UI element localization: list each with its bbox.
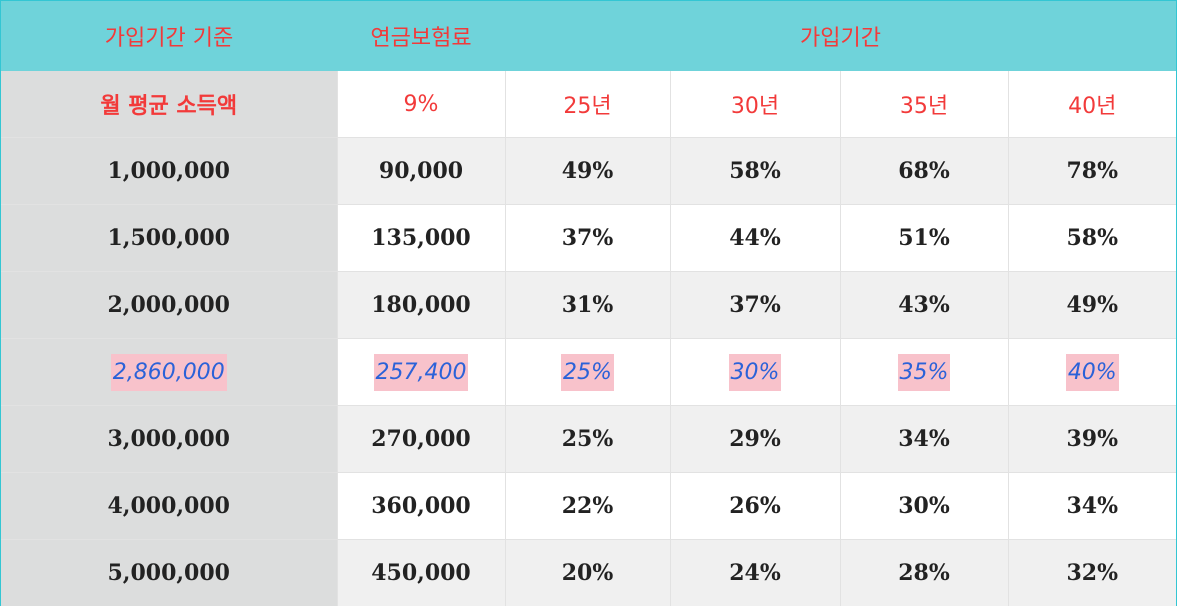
income-cell-highlighted: 2,860,000 [1, 338, 338, 406]
table-row: 4,000,000 360,000 22% 26% 30% 34% [1, 472, 1177, 540]
income-cell: 5,000,000 [1, 539, 338, 606]
rate-cell: 32% [1008, 539, 1177, 606]
rate-cell-highlighted: 30% [670, 338, 841, 406]
subheader-rate: 9% [337, 71, 506, 138]
subheader-income: 월 평균 소득액 [1, 71, 338, 138]
subheader-period-40: 40년 [1008, 71, 1177, 138]
highlight-mark: 2,860,000 [110, 353, 227, 391]
rate-cell: 26% [670, 472, 841, 540]
rate-cell: 20% [505, 539, 671, 606]
highlight-mark: 30% [728, 353, 782, 391]
rate-cell: 37% [670, 271, 841, 339]
rate-cell-highlighted: 25% [505, 338, 671, 406]
rate-cell-highlighted: 35% [840, 338, 1009, 406]
table-row: 2,000,000 180,000 31% 37% 43% 49% [1, 271, 1177, 339]
rate-cell: 34% [1008, 472, 1177, 540]
rate-cell: 34% [840, 405, 1009, 473]
rate-cell: 58% [1008, 204, 1177, 272]
highlight-mark: 35% [897, 353, 951, 391]
table-row: 1,000,000 90,000 49% 58% 68% 78% [1, 137, 1177, 205]
premium-cell: 360,000 [337, 472, 506, 540]
highlight-mark: 257,400 [373, 353, 469, 391]
income-cell: 2,000,000 [1, 271, 338, 339]
table-row: 5,000,000 450,000 20% 24% 28% 32% [1, 539, 1177, 606]
table-row: 1,500,000 135,000 37% 44% 51% 58% [1, 204, 1177, 272]
header-basis: 가입기간 기준 [1, 1, 337, 71]
rate-cell: 78% [1008, 137, 1177, 205]
rate-cell: 24% [670, 539, 841, 606]
premium-cell: 270,000 [337, 405, 506, 473]
premium-cell-highlighted: 257,400 [337, 338, 506, 406]
rate-cell: 39% [1008, 405, 1177, 473]
highlight-mark: 25% [561, 353, 614, 391]
table-header-row: 가입기간 기준 연금보험료 가입기간 [1, 1, 1177, 71]
rate-cell: 29% [670, 405, 841, 473]
rate-cell: 44% [670, 204, 841, 272]
income-cell: 1,000,000 [1, 137, 338, 205]
premium-cell: 135,000 [337, 204, 506, 272]
table-row: 3,000,000 270,000 25% 29% 34% 39% [1, 405, 1177, 473]
highlighted-table-row: 2,860,000 257,400 25% 30% 35% 40% [1, 338, 1177, 406]
header-period: 가입기간 [505, 1, 1177, 71]
table-subheader-row: 월 평균 소득액 9% 25년 30년 35년 40년 [1, 71, 1177, 138]
premium-cell: 90,000 [337, 137, 506, 205]
rate-cell: 31% [505, 271, 671, 339]
rate-cell: 43% [840, 271, 1009, 339]
subheader-period-35: 35년 [840, 71, 1009, 138]
rate-cell: 49% [505, 137, 671, 205]
rate-cell: 30% [840, 472, 1009, 540]
subheader-period-30: 30년 [670, 71, 841, 138]
income-cell: 1,500,000 [1, 204, 338, 272]
header-premium: 연금보험료 [337, 1, 505, 71]
rate-cell: 58% [670, 137, 841, 205]
subheader-period-25: 25년 [505, 71, 671, 138]
premium-cell: 180,000 [337, 271, 506, 339]
rate-cell: 28% [840, 539, 1009, 606]
rate-cell-highlighted: 40% [1008, 338, 1177, 406]
rate-cell: 49% [1008, 271, 1177, 339]
rate-cell: 51% [840, 204, 1009, 272]
rate-cell: 25% [505, 405, 671, 473]
rate-cell: 22% [505, 472, 671, 540]
income-cell: 3,000,000 [1, 405, 338, 473]
income-cell: 4,000,000 [1, 472, 338, 540]
premium-cell: 450,000 [337, 539, 506, 606]
rate-cell: 68% [840, 137, 1009, 205]
highlight-mark: 40% [1065, 353, 1119, 391]
rate-cell: 37% [505, 204, 671, 272]
